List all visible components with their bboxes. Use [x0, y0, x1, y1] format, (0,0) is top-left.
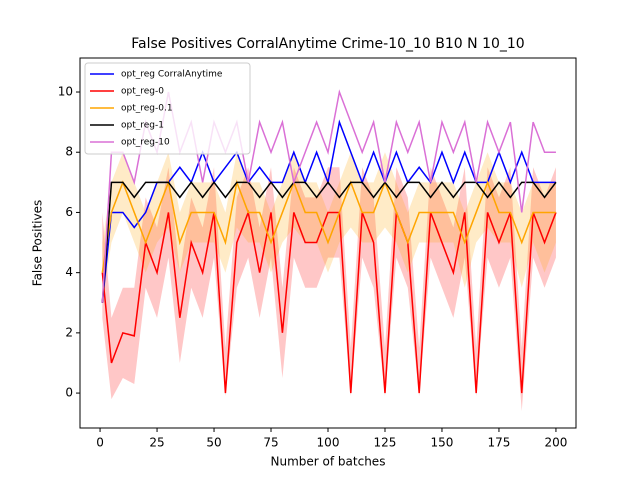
y-tick-label: 8 — [65, 145, 73, 159]
legend: opt_reg CorralAnytime opt_reg-0 opt_reg-0.… — [84, 62, 251, 155]
legend-label: opt_reg-1 — [121, 121, 164, 131]
y-tick-label: 0 — [65, 386, 73, 400]
x-tick-label: 100 — [317, 436, 340, 450]
x-tick-label: 25 — [149, 436, 164, 450]
legend-label: opt_reg-10 — [121, 138, 170, 148]
x-tick-label: 0 — [96, 436, 104, 450]
x-tick-label: 175 — [488, 436, 511, 450]
x-tick-label: 50 — [206, 436, 221, 450]
y-axis-label: False Positives — [31, 200, 45, 286]
legend-label: opt_reg-0.1 — [121, 104, 173, 114]
series-line — [101, 181, 557, 303]
y-tick-label: 10 — [58, 85, 73, 99]
x-tick-label: 150 — [431, 436, 454, 450]
y-tick-label: 2 — [65, 325, 73, 339]
x-axis-label: Number of batches — [271, 455, 386, 469]
error-band — [102, 152, 556, 303]
y-tick-label: 6 — [65, 205, 73, 219]
plot-area — [101, 89, 557, 412]
y-tick-label: 4 — [65, 265, 73, 279]
legend-box — [84, 62, 251, 155]
legend-label: opt_reg-0 — [121, 87, 164, 97]
x-tick-label: 125 — [374, 436, 397, 450]
legend-label: opt_reg CorralAnytime — [121, 70, 223, 80]
series-line — [101, 179, 556, 273]
series-line — [101, 209, 557, 394]
x-tick-label: 75 — [263, 436, 278, 450]
chart-title: False Positives CorralAnytime Crime-10_1… — [131, 36, 524, 52]
x-tick-label: 200 — [544, 436, 567, 450]
